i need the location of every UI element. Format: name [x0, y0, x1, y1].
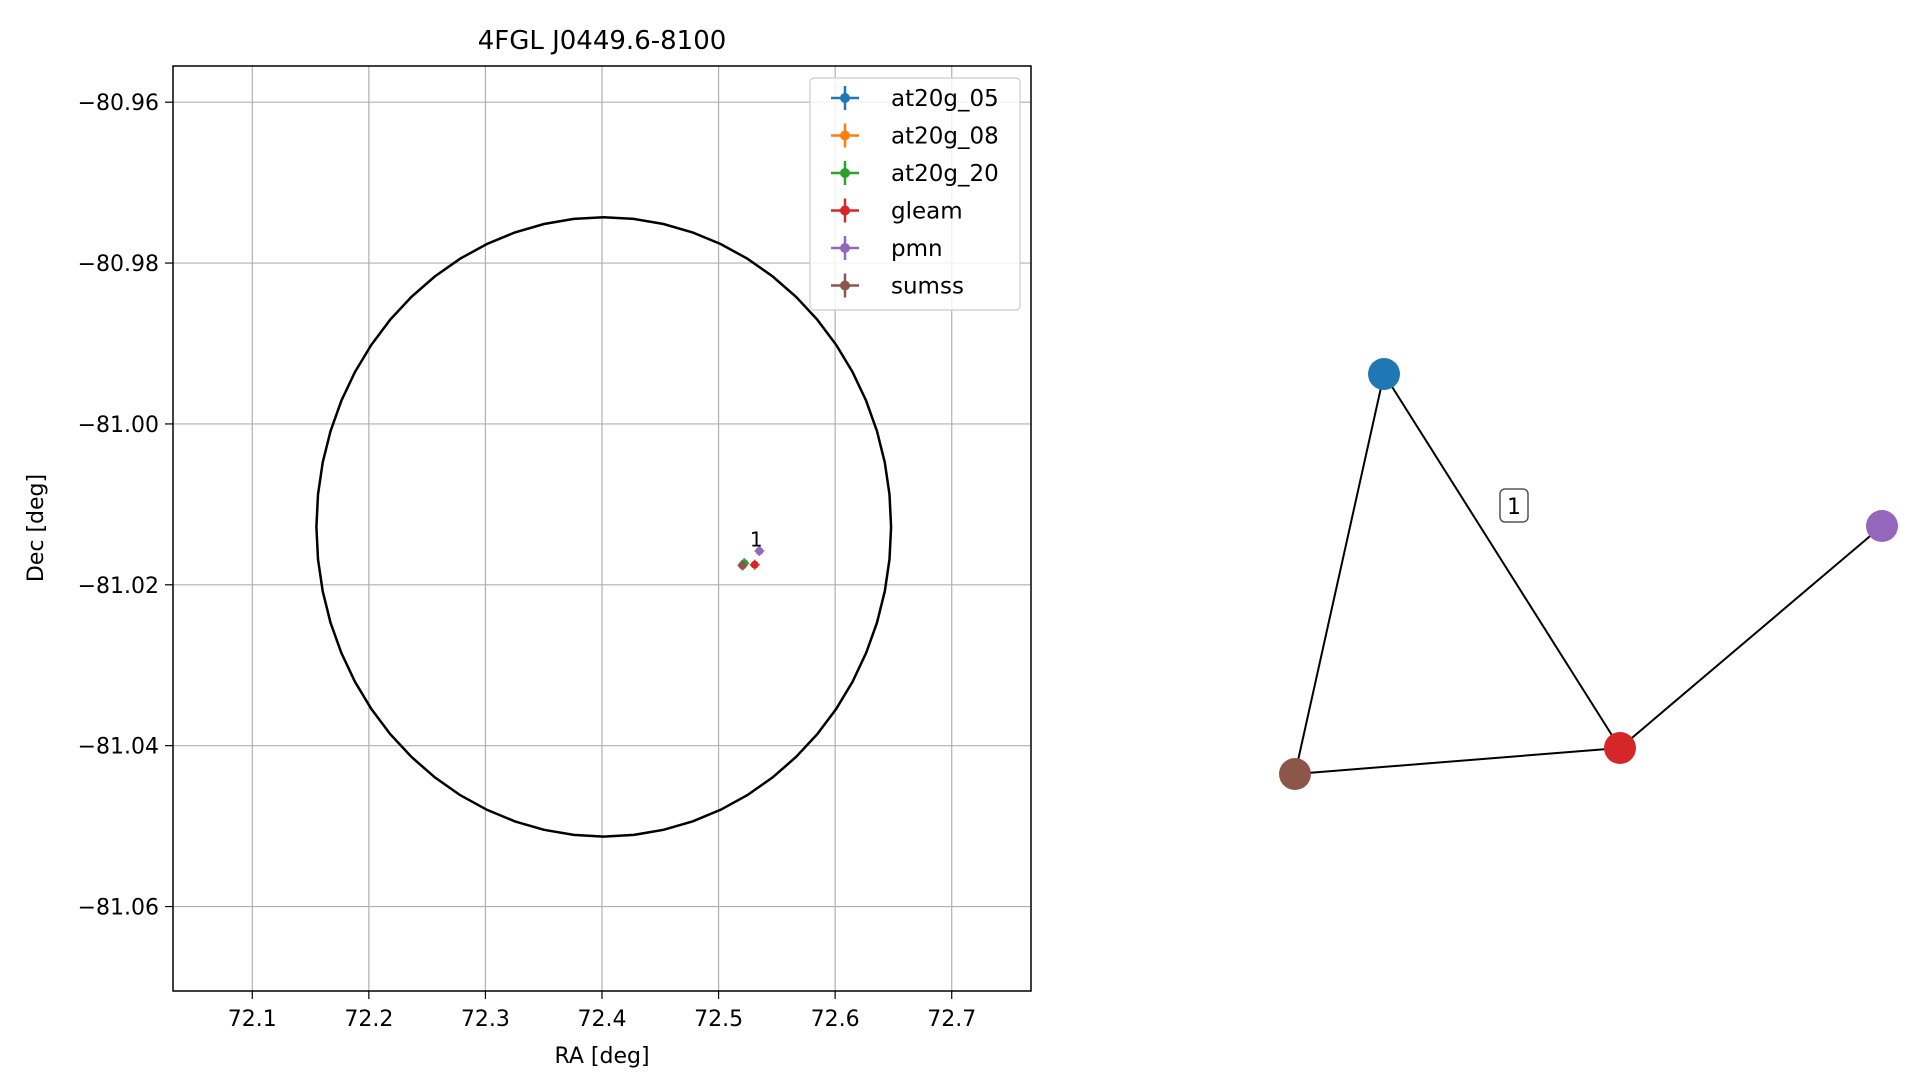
y-tick-label: −81.00 — [78, 413, 159, 438]
edge-at20g_05-gleam — [1383, 373, 1621, 749]
nodes-layer — [1279, 358, 1898, 790]
legend-label: pmn — [891, 236, 943, 262]
edges-layer — [1294, 373, 1883, 775]
edge-gleam-pmn — [1619, 525, 1883, 749]
localization-circle — [315, 215, 893, 838]
y-axis-label: Dec [deg] — [24, 474, 49, 582]
y-ticks: −80.96 −80.98 −81.00 −81.02 −81.04 −81.06 — [78, 91, 173, 921]
legend-item-sumss: sumss — [831, 273, 964, 300]
y-tick-label: −81.02 — [78, 574, 159, 599]
legend-label: at20g_08 — [891, 124, 999, 150]
point-annotation: 1 — [750, 528, 763, 552]
y-tick-label: −80.98 — [78, 252, 159, 277]
legend-item-pmn: pmn — [831, 236, 943, 262]
edge-at20g_05-sumss — [1294, 373, 1385, 775]
network-graph: 1 — [1279, 358, 1898, 790]
node-sumss — [1279, 758, 1311, 790]
points-layer: 1 — [737, 528, 765, 571]
y-tick-label: −81.04 — [78, 735, 159, 760]
x-tick-label: 72.6 — [811, 1007, 860, 1032]
y-tick-label: −80.96 — [78, 91, 159, 116]
data-point-sumss — [737, 560, 748, 571]
edge-sumss-gleam — [1294, 747, 1621, 775]
x-tick-label: 72.3 — [461, 1007, 510, 1032]
scatter-chart: 1 72.1 72.2 72.3 72.4 72.5 72.6 72.7 −80.96−80… — [24, 26, 1032, 1069]
legend-label: at20g_05 — [891, 86, 999, 112]
node-at20g_05 — [1368, 358, 1400, 390]
legend-item-at20g_05: at20g_05 — [831, 86, 999, 112]
x-tick-label: 72.1 — [228, 1007, 277, 1032]
legend-label: gleam — [891, 199, 963, 225]
chart-title: 4FGL J0449.6-8100 — [478, 26, 727, 56]
data-point-pmn — [754, 546, 765, 557]
x-axis-label: RA [deg] — [554, 1044, 649, 1069]
x-tick-label: 72.4 — [578, 1007, 627, 1032]
legend-item-gleam: gleam — [831, 198, 963, 225]
legend-box — [809, 77, 1021, 311]
node-pmn — [1866, 510, 1898, 542]
legend-label: sumss — [891, 274, 964, 300]
edge-label: 1 — [1499, 488, 1529, 523]
y-tick-label: −81.06 — [78, 896, 159, 921]
x-tick-label: 72.5 — [694, 1007, 743, 1032]
legend-item-at20g_08: at20g_08 — [831, 123, 999, 150]
legend-item-at20g_20: at20g_20 — [831, 161, 999, 187]
legend-label: at20g_20 — [891, 161, 999, 187]
data-point-gleam — [749, 559, 760, 570]
edge-label-box — [1499, 488, 1529, 523]
x-tick-label: 72.7 — [927, 1007, 976, 1032]
x-tick-label: 72.2 — [344, 1007, 393, 1032]
localization-circle-layer — [315, 215, 893, 838]
node-gleam — [1604, 732, 1636, 764]
x-ticks: 72.1 72.2 72.3 72.4 72.5 72.6 72.7 — [228, 991, 976, 1032]
edge-label-text: 1 — [1507, 495, 1521, 520]
